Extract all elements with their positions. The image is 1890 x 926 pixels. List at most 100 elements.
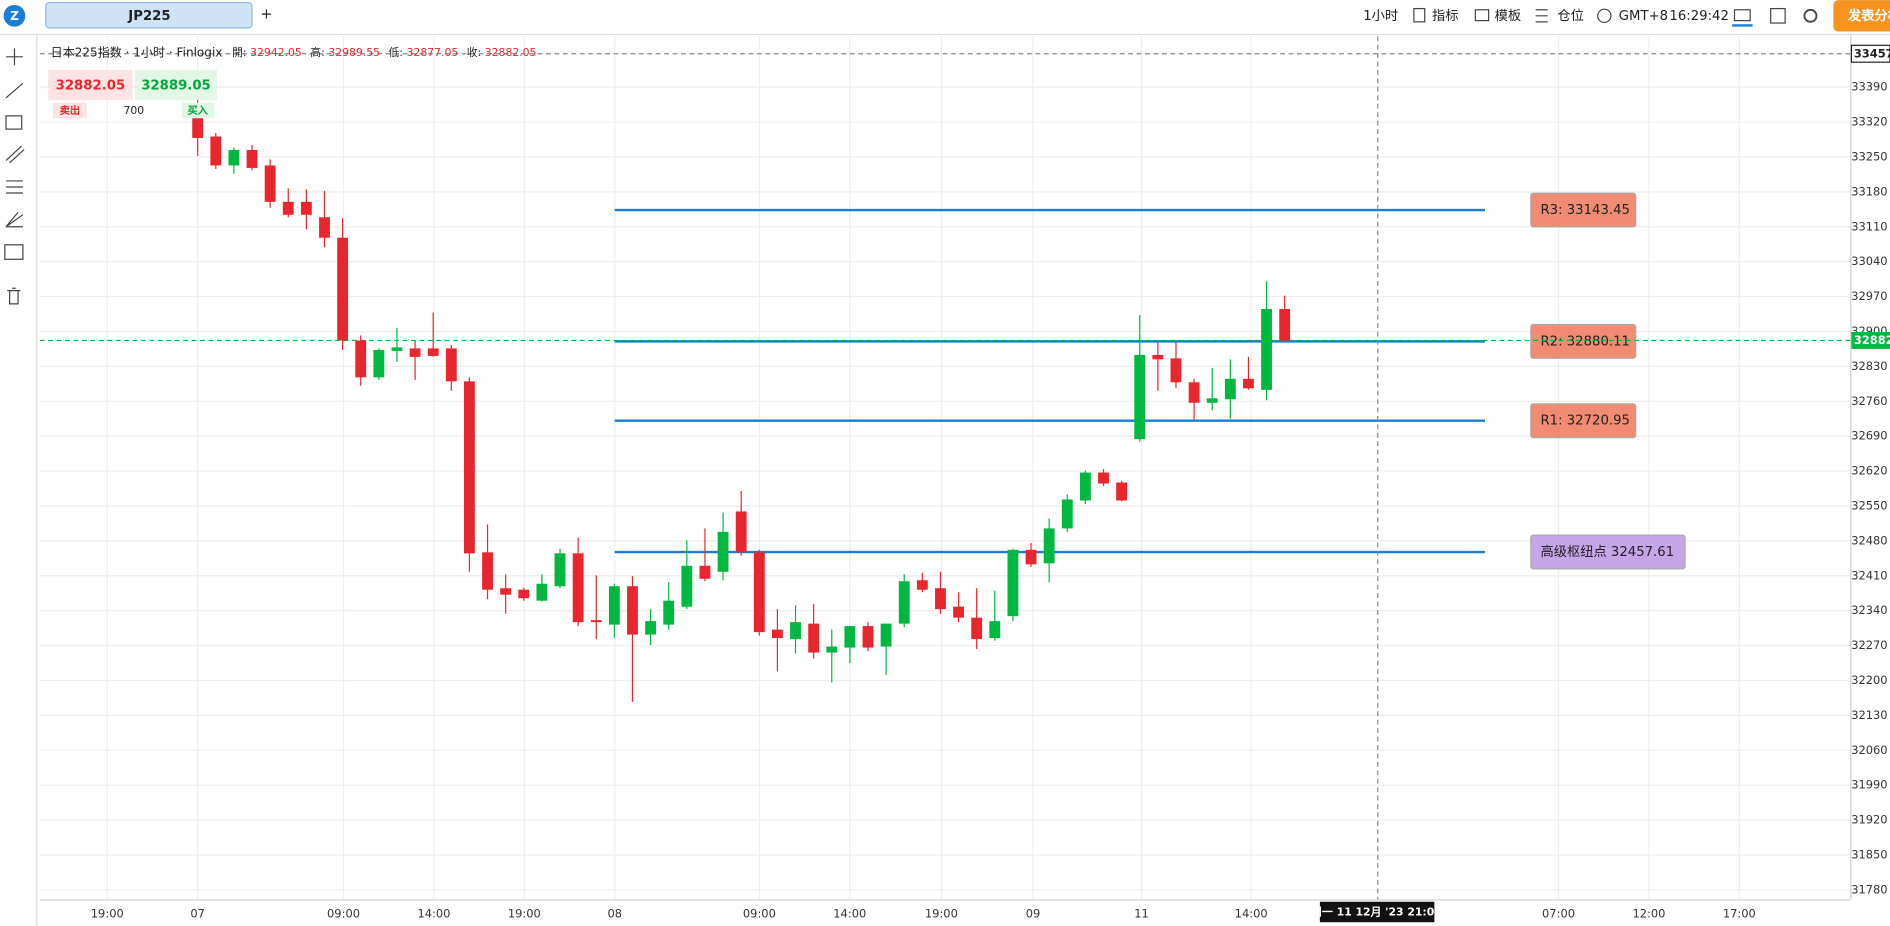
indicators[interactable]: 指标 xyxy=(1432,8,1459,24)
y-tick-label: 33390 xyxy=(1851,80,1887,94)
tool-crosshair[interactable] xyxy=(6,48,23,66)
buy-tag[interactable] xyxy=(182,102,215,119)
candle-body xyxy=(989,621,1001,639)
tool-fib[interactable] xyxy=(6,180,23,194)
candle-body xyxy=(1152,354,1164,360)
plot: R3: 33143.45 R2: 32880.11 R1: 32720.95 高级枢纽… xyxy=(39,36,1851,900)
x-tick-label: 07 xyxy=(190,906,205,920)
x-tick-label: 07:00 xyxy=(1542,906,1575,920)
ohlc-label: 收: xyxy=(467,45,481,59)
candle-body xyxy=(445,348,457,382)
drawing-tools xyxy=(4,48,25,305)
x-tick-label: 19:00 xyxy=(91,906,124,920)
quote-panel: 32882.05 32889.05 卖出 700 买入 xyxy=(48,70,217,119)
sell-label[interactable]: 卖出 xyxy=(60,104,80,117)
candle-body xyxy=(192,106,204,139)
tool-channel[interactable] xyxy=(5,145,25,164)
crosshair-price-tag xyxy=(1850,44,1890,63)
candle-body xyxy=(699,565,711,579)
icon[interactable] xyxy=(1770,7,1786,24)
candle-body xyxy=(590,620,602,623)
y-tick-label: 32340 xyxy=(1851,603,1887,617)
candle-body xyxy=(1188,382,1200,403)
candle-body xyxy=(880,623,892,647)
candle-body xyxy=(572,553,584,623)
y-tick-label: 32200 xyxy=(1851,673,1887,687)
y-tick-label: 32550 xyxy=(1851,498,1887,512)
positions[interactable]: 仓位 xyxy=(1557,8,1584,24)
buy-price[interactable]: 32889.05 xyxy=(141,79,211,94)
candle-body xyxy=(627,586,638,635)
pivot-label: R3: 33143.45 xyxy=(1540,203,1630,218)
ohlc-value: 32877.05 xyxy=(407,46,459,59)
logo[interactable] xyxy=(3,4,26,27)
interval[interactable]: 1小时 xyxy=(1363,8,1398,24)
candle-body xyxy=(355,340,367,378)
y-tick-label: 33110 xyxy=(1851,219,1887,233)
y-tick-label: 32270 xyxy=(1851,638,1887,652)
y-tick-label: 32690 xyxy=(1851,429,1887,443)
candle-body xyxy=(319,217,330,238)
x-tick-label: 14:00 xyxy=(1235,906,1268,920)
candle-body xyxy=(1170,358,1182,383)
buy-box[interactable] xyxy=(135,70,217,101)
candle-body xyxy=(1025,549,1037,565)
candle-body xyxy=(771,629,783,639)
y-tick-label: 32620 xyxy=(1851,464,1887,478)
top-bar xyxy=(0,0,1890,34)
templates[interactable]: 模板 xyxy=(1495,8,1522,24)
timezone[interactable]: GMT+8 xyxy=(1619,9,1668,24)
candle-body xyxy=(790,622,801,640)
y-tick-label: 31990 xyxy=(1851,778,1887,792)
tab[interactable] xyxy=(45,1,253,29)
buy-label[interactable]: 买入 xyxy=(187,105,208,117)
candle-body xyxy=(409,348,421,357)
candle-body xyxy=(228,149,240,166)
candle-body xyxy=(554,553,566,587)
tool-fan[interactable] xyxy=(5,211,24,228)
publish-label[interactable]: 发表分析 xyxy=(1847,7,1890,24)
candle-body xyxy=(663,600,675,625)
tool-line[interactable] xyxy=(5,82,24,99)
tab-label[interactable]: JP225 xyxy=(127,9,170,24)
candle-body xyxy=(898,581,910,624)
pivot-label-box xyxy=(1530,323,1637,359)
candle-body xyxy=(935,588,946,610)
candle-body xyxy=(953,606,964,618)
icon[interactable] xyxy=(1803,8,1818,23)
crosshair-price-label: 33457. xyxy=(1854,46,1890,60)
candle-body xyxy=(735,511,747,553)
x-tick-label: 11 xyxy=(1134,906,1149,920)
publish-button[interactable] xyxy=(1833,0,1890,32)
y-tick-label: 31850 xyxy=(1851,847,1887,861)
pivot-label: 高级枢纽点 32457.61 xyxy=(1540,543,1674,560)
candle-body xyxy=(1098,472,1109,484)
last-price-tag xyxy=(1851,331,1890,349)
candle-body xyxy=(482,552,493,590)
icon xyxy=(1474,9,1490,22)
sell-tag[interactable] xyxy=(53,102,87,119)
volume[interactable]: 700 xyxy=(123,104,144,117)
y-tick-label: 32970 xyxy=(1851,289,1887,303)
clock: 16:29:42 xyxy=(1669,9,1729,24)
sell-box[interactable] xyxy=(48,70,133,101)
candle-body xyxy=(1206,398,1218,403)
candle-body xyxy=(373,349,385,378)
y-tick-label: 32830 xyxy=(1851,359,1887,373)
sell-price[interactable]: 32882.05 xyxy=(56,79,126,94)
candle-body xyxy=(1007,549,1019,617)
add-tab[interactable]: + xyxy=(260,7,272,23)
x-tick-label: 09:00 xyxy=(327,906,360,920)
tool-rect[interactable] xyxy=(5,115,23,130)
icon[interactable] xyxy=(1733,9,1751,22)
candle-body xyxy=(1243,378,1254,389)
pivot-label-box xyxy=(1530,192,1637,228)
tool-text[interactable] xyxy=(4,244,24,260)
ohlc-value: 32942.05 xyxy=(250,46,302,59)
ohlc-value: 32989.55 xyxy=(328,46,380,59)
ohlc-label: 高: xyxy=(310,45,324,59)
y-tick-label: 32480 xyxy=(1851,533,1887,547)
y-tick-label: 33040 xyxy=(1851,254,1887,268)
tool-delete[interactable] xyxy=(7,287,21,305)
